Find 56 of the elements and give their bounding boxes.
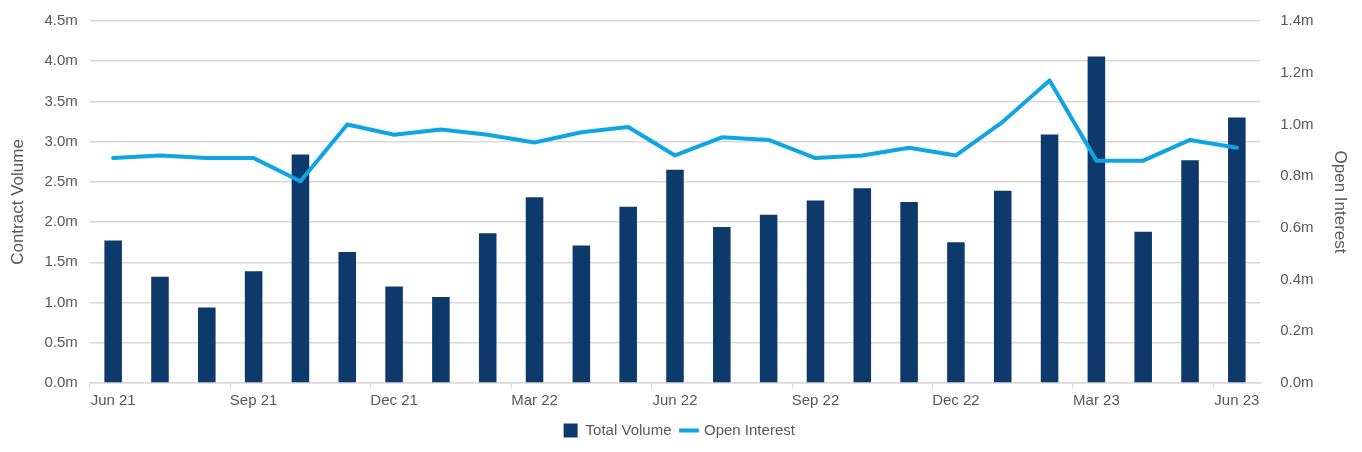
y2-tick-label: 0.8m <box>1280 166 1314 184</box>
bar <box>619 206 637 383</box>
y-tick-label: 2.5m <box>44 172 78 190</box>
bar <box>666 169 684 383</box>
bar <box>759 214 778 383</box>
bar <box>478 233 497 383</box>
bar <box>151 276 169 383</box>
x-tick-label: Dec 22 <box>932 391 980 409</box>
y-tick-label: 1.5m <box>44 252 78 270</box>
y2-tick-label: 1.2m <box>1280 62 1314 80</box>
bar <box>806 200 825 383</box>
x-tick-label: Jun 21 <box>90 391 136 409</box>
y2-tick-label: 0.6m <box>1280 218 1314 235</box>
bar <box>104 240 122 383</box>
y-tick-label: 3.5m <box>44 91 78 109</box>
bar <box>1181 160 1199 383</box>
bar <box>291 154 310 383</box>
y-tick-label: 0.0m <box>44 373 78 391</box>
x-tick-label: Sep 21 <box>229 391 278 409</box>
bar <box>385 286 403 383</box>
legend-label: Total Volume <box>585 420 672 438</box>
y-axis-title: Contract Volume <box>7 139 27 265</box>
y2-tick-label: 0.4m <box>1280 269 1314 287</box>
bar <box>900 202 918 383</box>
y2-tick-label: 0.0m <box>1280 373 1314 391</box>
x-tick-label: Sep 22 <box>791 391 840 409</box>
x-tick-label: Jun 22 <box>652 391 698 409</box>
x-tick-label: Mar 22 <box>511 391 558 409</box>
bar <box>1134 231 1152 383</box>
y2-tick-label: 1.0m <box>1280 114 1314 132</box>
bar <box>432 296 450 383</box>
bar <box>1228 117 1246 383</box>
bar <box>244 271 263 383</box>
bar <box>947 242 965 383</box>
x-tick-label: Dec 21 <box>370 391 418 409</box>
bar <box>198 307 216 383</box>
y2-tick-label: 1.4m <box>1280 11 1314 29</box>
y-tick-label: 4.5m <box>44 11 78 29</box>
x-tick-label: Jun 23 <box>1214 391 1260 409</box>
y-tick-label: 2.0m <box>44 212 78 230</box>
bar <box>993 190 1012 383</box>
y-tick-label: 0.5m <box>44 332 78 350</box>
bar <box>338 251 357 383</box>
legend-label: Open Interest <box>704 420 796 438</box>
bar <box>1040 134 1059 383</box>
bar <box>525 197 544 383</box>
bar <box>713 226 731 383</box>
y2-tick-label: 0.2m <box>1280 321 1314 339</box>
bar <box>1087 56 1106 383</box>
y-tick-label: 3.0m <box>44 131 78 149</box>
y-tick-label: 4.0m <box>44 51 78 69</box>
bar <box>572 245 591 383</box>
bar <box>853 188 872 383</box>
y-tick-label: 1.0m <box>44 292 78 310</box>
x-tick-label: Mar 23 <box>1073 391 1120 409</box>
y2-axis-title: Open Interest <box>1331 150 1351 254</box>
